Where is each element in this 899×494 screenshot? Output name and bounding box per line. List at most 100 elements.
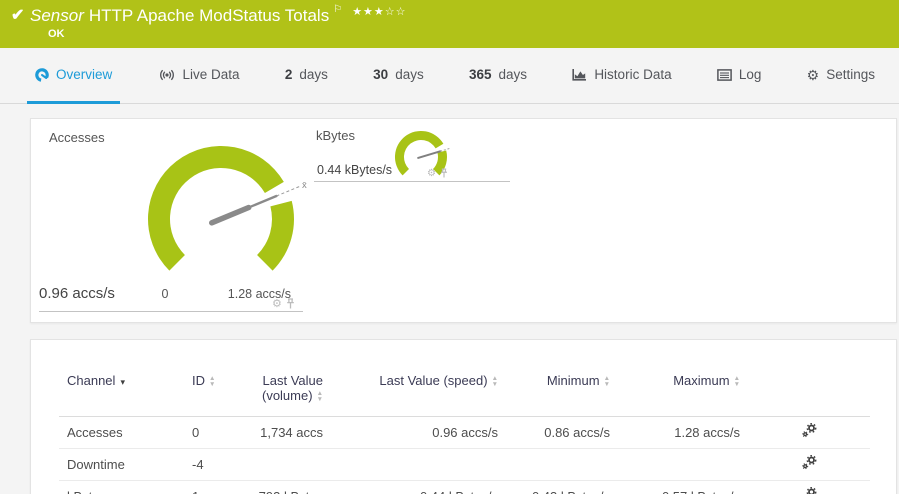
- column-header-channel[interactable]: Channel ▾: [59, 340, 184, 417]
- column-header-maximum[interactable]: Maximum: [618, 340, 748, 417]
- table-row: Accesses 0 1,734 accs 0.96 accs/s 0.86 a…: [59, 416, 870, 449]
- accesses-current-value: 0.96 accs/s: [39, 285, 115, 302]
- gauge-settings-icon[interactable]: ⚙: [272, 297, 282, 310]
- tab-label: Log: [738, 67, 762, 82]
- gear-icon: ⚙: [806, 66, 820, 83]
- column-header-minimum[interactable]: Minimum: [506, 340, 618, 417]
- stars-empty: ☆☆: [384, 6, 407, 18]
- minimum-value: 0.86 accs/s: [506, 416, 618, 449]
- tab-label: days: [498, 67, 528, 82]
- gauge-scale-max: 1.28 accs/s: [227, 287, 291, 301]
- maximum-value: [618, 448, 748, 481]
- stars-filled: ★★★: [352, 6, 385, 18]
- sort-icon: [604, 376, 610, 387]
- maximum-value: 0.57 kBytes/s: [618, 480, 748, 494]
- average-marker: x̄: [302, 180, 307, 191]
- tab-label: Settings: [826, 67, 875, 82]
- channel-name: Downtime: [59, 448, 184, 481]
- average-dash-line: [276, 185, 301, 197]
- area-chart-icon: [572, 69, 587, 81]
- gauge-title-accesses: Accesses: [49, 130, 105, 145]
- gauge-needle: [417, 150, 442, 159]
- channel-id: 1: [184, 480, 246, 494]
- column-header-actions: [748, 340, 870, 417]
- tab-number: 2: [284, 67, 293, 82]
- average-dash-line: [440, 147, 450, 152]
- priority-stars[interactable]: ★★★☆☆: [352, 6, 406, 18]
- accesses-gauge: x̄: [147, 145, 307, 271]
- minimum-value: [506, 448, 618, 481]
- maximum-value: 1.28 accs/s: [618, 416, 748, 449]
- tab-overview[interactable]: Overview: [27, 48, 121, 104]
- sort-icon: [492, 376, 498, 387]
- kbytes-current-value: 0.44 kBytes/s: [317, 163, 393, 177]
- sort-icon: [209, 376, 215, 387]
- sort-icon: [317, 391, 323, 402]
- last-value-speed: [331, 448, 506, 481]
- pin-icon[interactable]: [286, 298, 295, 310]
- channel-settings-icon[interactable]: [801, 423, 817, 438]
- tab-bar: Overview Live Data 2 days 30 days 365 da…: [0, 48, 899, 104]
- tab-2-days[interactable]: 2 days: [277, 48, 336, 104]
- divider: [314, 181, 510, 182]
- tab-settings[interactable]: ⚙ Settings: [799, 48, 883, 104]
- tab-live-data[interactable]: Live Data: [150, 48, 248, 104]
- tab-number: 30: [373, 67, 389, 82]
- tab-30-days[interactable]: 30 days: [365, 48, 432, 104]
- object-kind-label: Sensor: [30, 6, 84, 25]
- pin-icon[interactable]: [440, 168, 448, 179]
- table-header-row: Channel▾ ID Last Value (volume) Last Val…: [59, 340, 870, 417]
- channel-settings-icon[interactable]: [802, 487, 817, 494]
- tab-label: days: [299, 67, 328, 82]
- channel-name: kBytes: [59, 480, 184, 494]
- sensor-title-line: Sensor HTTP Apache ModStatus Totals ⚐ ★★★☆☆: [30, 4, 407, 26]
- last-value-speed: 0.44 kBytes/s: [331, 480, 506, 494]
- tab-label: Overview: [56, 67, 113, 82]
- channel-name: Accesses: [59, 416, 184, 449]
- kbytes-gauge: [394, 130, 450, 176]
- broadcast-icon: [159, 69, 174, 80]
- last-value-volume: [246, 448, 331, 481]
- gauge-arc: [394, 130, 444, 176]
- tab-365-days[interactable]: 365 days: [461, 48, 535, 104]
- sensor-header: ✔ Sensor HTTP Apache ModStatus Totals ⚐ ★★★…: [0, 0, 899, 48]
- tab-number: 365: [468, 67, 492, 82]
- gauge-tools: ⚙: [427, 168, 448, 179]
- gauge-scale-min: 0: [161, 287, 169, 301]
- gauge-needle: [209, 204, 252, 226]
- gauge-tools: ⚙: [272, 298, 295, 310]
- flag-icon[interactable]: ⚐: [333, 4, 343, 15]
- status-badge: OK: [48, 28, 65, 40]
- tab-label: days: [395, 67, 424, 82]
- sort-icon: [734, 376, 740, 387]
- channel-id: -4: [184, 448, 246, 481]
- divider: [39, 311, 303, 312]
- sensor-title: HTTP Apache ModStatus Totals: [88, 6, 330, 25]
- last-value-volume: 793 kBytes: [246, 480, 331, 494]
- gauge-title-kbytes: kBytes: [316, 128, 356, 143]
- tab-label: Historic Data: [594, 67, 672, 82]
- tab-label: Live Data: [182, 67, 240, 82]
- last-value-speed: 0.96 accs/s: [331, 416, 506, 449]
- gauge-icon: [35, 67, 49, 82]
- channels-panel: Channel▾ ID Last Value (volume) Last Val…: [30, 339, 897, 494]
- column-header-last-value-volume[interactable]: Last Value (volume): [246, 340, 331, 417]
- gauge-arc: [147, 145, 284, 271]
- column-header-last-value-speed[interactable]: Last Value (speed): [331, 340, 506, 417]
- sort-desc-icon: ▾: [120, 377, 125, 387]
- gauge-needle-tip: [245, 194, 278, 210]
- log-icon: [717, 68, 732, 81]
- gauge-settings-icon[interactable]: ⚙: [427, 167, 436, 179]
- column-header-id[interactable]: ID: [184, 340, 246, 417]
- table-row: Downtime -4: [59, 448, 870, 481]
- channel-id: 0: [184, 416, 246, 449]
- gauge-arc: [257, 200, 295, 271]
- status-ok-check-icon: ✔: [11, 7, 25, 24]
- tab-historic-data[interactable]: Historic Data: [564, 48, 679, 104]
- table-row: kBytes 1 793 kBytes 0.44 kBytes/s 0.43 k…: [59, 480, 870, 494]
- channel-settings-icon[interactable]: [801, 455, 817, 470]
- last-value-volume: 1,734 accs: [246, 416, 331, 449]
- gauges-panel: Accesses x̄ 0 1.28 accs/s 0.96 accs/s ⚙ …: [30, 118, 897, 323]
- tab-log[interactable]: Log: [709, 48, 770, 104]
